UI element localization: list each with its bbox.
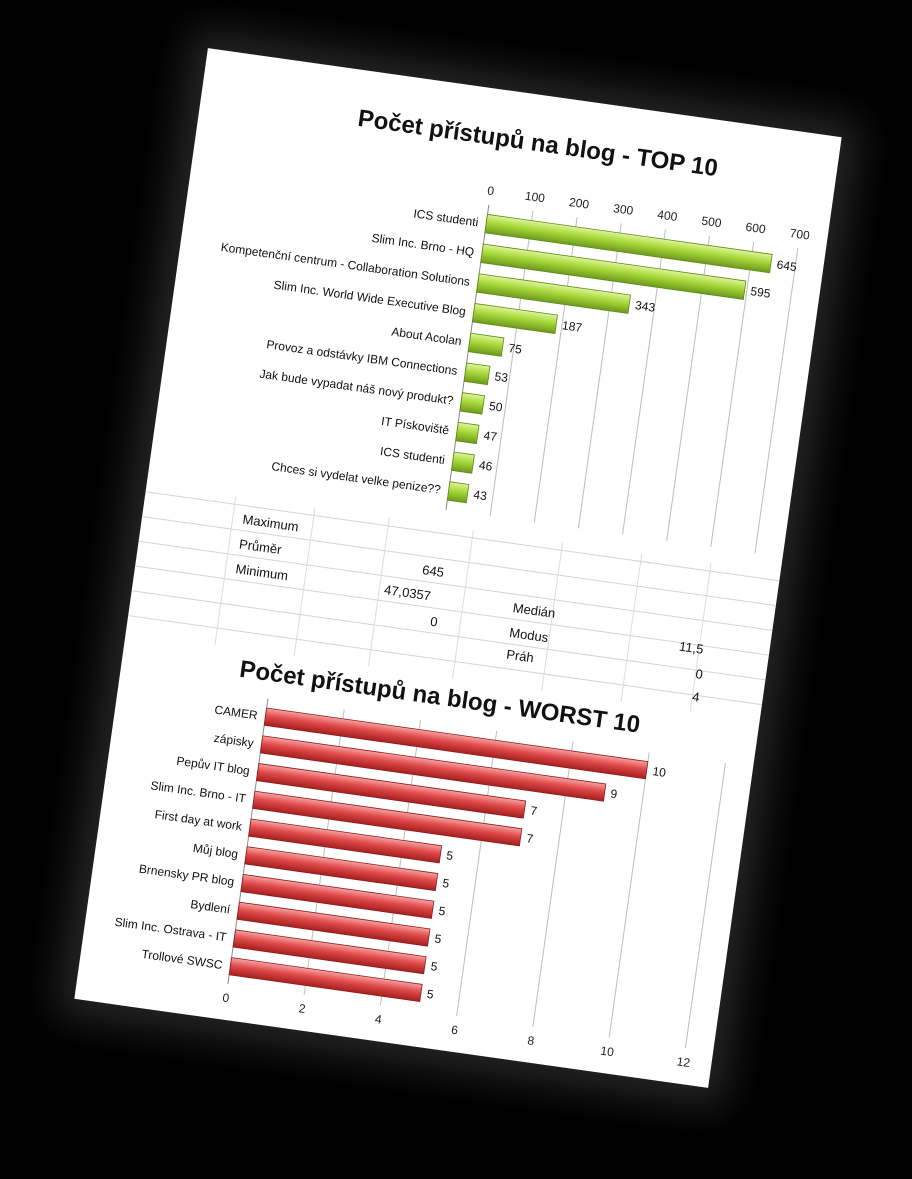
- bar: [480, 243, 747, 300]
- x-tick-label: 0: [222, 990, 231, 1005]
- x-tick-label: 300: [612, 201, 634, 218]
- data-label: 9: [610, 787, 619, 802]
- category-label: ICS studenti: [413, 206, 480, 229]
- x-tick-label: 600: [745, 220, 767, 237]
- bar: [236, 901, 431, 947]
- category-label: Slim Inc. Ostrava - IT: [114, 915, 228, 945]
- bar: [455, 421, 480, 445]
- data-label: 7: [526, 831, 535, 846]
- data-label: 50: [488, 399, 503, 415]
- category-label: Chces si vydelat velke penize??: [271, 459, 442, 497]
- data-label: 43: [473, 488, 488, 504]
- bar: [446, 481, 470, 504]
- category-label: CAMER: [214, 703, 259, 723]
- x-tick-label: 6: [450, 1023, 459, 1038]
- category-label: Slim Inc. Brno - HQ: [371, 231, 475, 259]
- bar: [463, 362, 491, 386]
- x-tick-label: 12: [676, 1054, 691, 1070]
- gridline: [684, 763, 726, 1049]
- printed-sheet: Počet přístupů na blog - TOP 10 0 100 200 3…: [74, 48, 842, 1088]
- bar: [232, 929, 427, 975]
- data-label: 7: [529, 804, 538, 819]
- statistics-table: Maximum Průměr Minimum 645 47,0357 0 Med…: [126, 484, 781, 722]
- data-label: 5: [426, 987, 435, 1002]
- x-tick-label: 700: [789, 226, 811, 243]
- x-tick-label: 4: [374, 1012, 383, 1027]
- x-tick-label: 0: [487, 183, 496, 198]
- category-label: Trollové SWSC: [141, 947, 224, 972]
- bar: [471, 303, 558, 334]
- x-tick-label: 10: [600, 1044, 615, 1060]
- statistics-grid-lines: [128, 491, 780, 712]
- bar: [451, 451, 475, 474]
- category-label: Bydlení: [190, 897, 232, 917]
- category-label: IT Pískoviště: [380, 414, 450, 437]
- category-label: ICS studenti: [379, 444, 446, 467]
- bar: [459, 392, 485, 415]
- data-label: 5: [442, 876, 451, 891]
- median-value: 11,5: [678, 638, 705, 657]
- maximum-value: 645: [421, 562, 445, 581]
- bar: [467, 332, 505, 357]
- data-label: 645: [776, 257, 798, 274]
- top10-chart-title: Počet přístupů na blog - TOP 10: [356, 105, 719, 182]
- category-label: Můj blog: [192, 841, 239, 861]
- data-label: 47: [483, 428, 498, 444]
- data-label: 5: [438, 904, 447, 919]
- x-tick-label: 100: [524, 189, 546, 206]
- bar: [228, 957, 423, 1003]
- category-label: Slim Inc. Brno - IT: [150, 778, 248, 805]
- bar: [244, 846, 439, 892]
- category-label: zápisky: [213, 731, 255, 750]
- data-label: 187: [561, 318, 583, 335]
- category-label: About Acolan: [391, 325, 463, 349]
- data-label: 5: [445, 848, 454, 863]
- category-label: Pepův IT blog: [176, 754, 251, 778]
- category-label: Brnensky PR blog: [138, 862, 235, 889]
- x-tick-label: 200: [568, 195, 590, 212]
- bar: [259, 735, 607, 802]
- bar: [476, 273, 631, 314]
- bar: [252, 790, 523, 847]
- category-label: First day at work: [154, 807, 244, 833]
- bar: [263, 707, 649, 780]
- bar: [240, 873, 435, 919]
- bar: [248, 818, 443, 864]
- data-label: 46: [478, 458, 493, 474]
- data-label: 75: [508, 341, 523, 357]
- data-label: 53: [494, 369, 509, 385]
- data-label: 595: [750, 284, 772, 301]
- x-tick-label: 400: [656, 207, 678, 224]
- data-label: 5: [434, 931, 443, 946]
- bar: [255, 763, 527, 819]
- x-tick-label: 500: [701, 214, 723, 231]
- gridline: [608, 752, 650, 1038]
- x-tick-label: 2: [298, 1001, 307, 1016]
- data-label: 343: [634, 298, 656, 315]
- data-label: 5: [430, 959, 439, 974]
- gridline: [710, 241, 755, 548]
- gridline: [754, 248, 799, 554]
- bar: [484, 213, 773, 274]
- data-label: 10: [652, 764, 667, 780]
- x-tick-label: 8: [527, 1033, 536, 1048]
- top10-chart: Počet přístupů na blog - TOP 10 0 100 200 3…: [220, 105, 811, 554]
